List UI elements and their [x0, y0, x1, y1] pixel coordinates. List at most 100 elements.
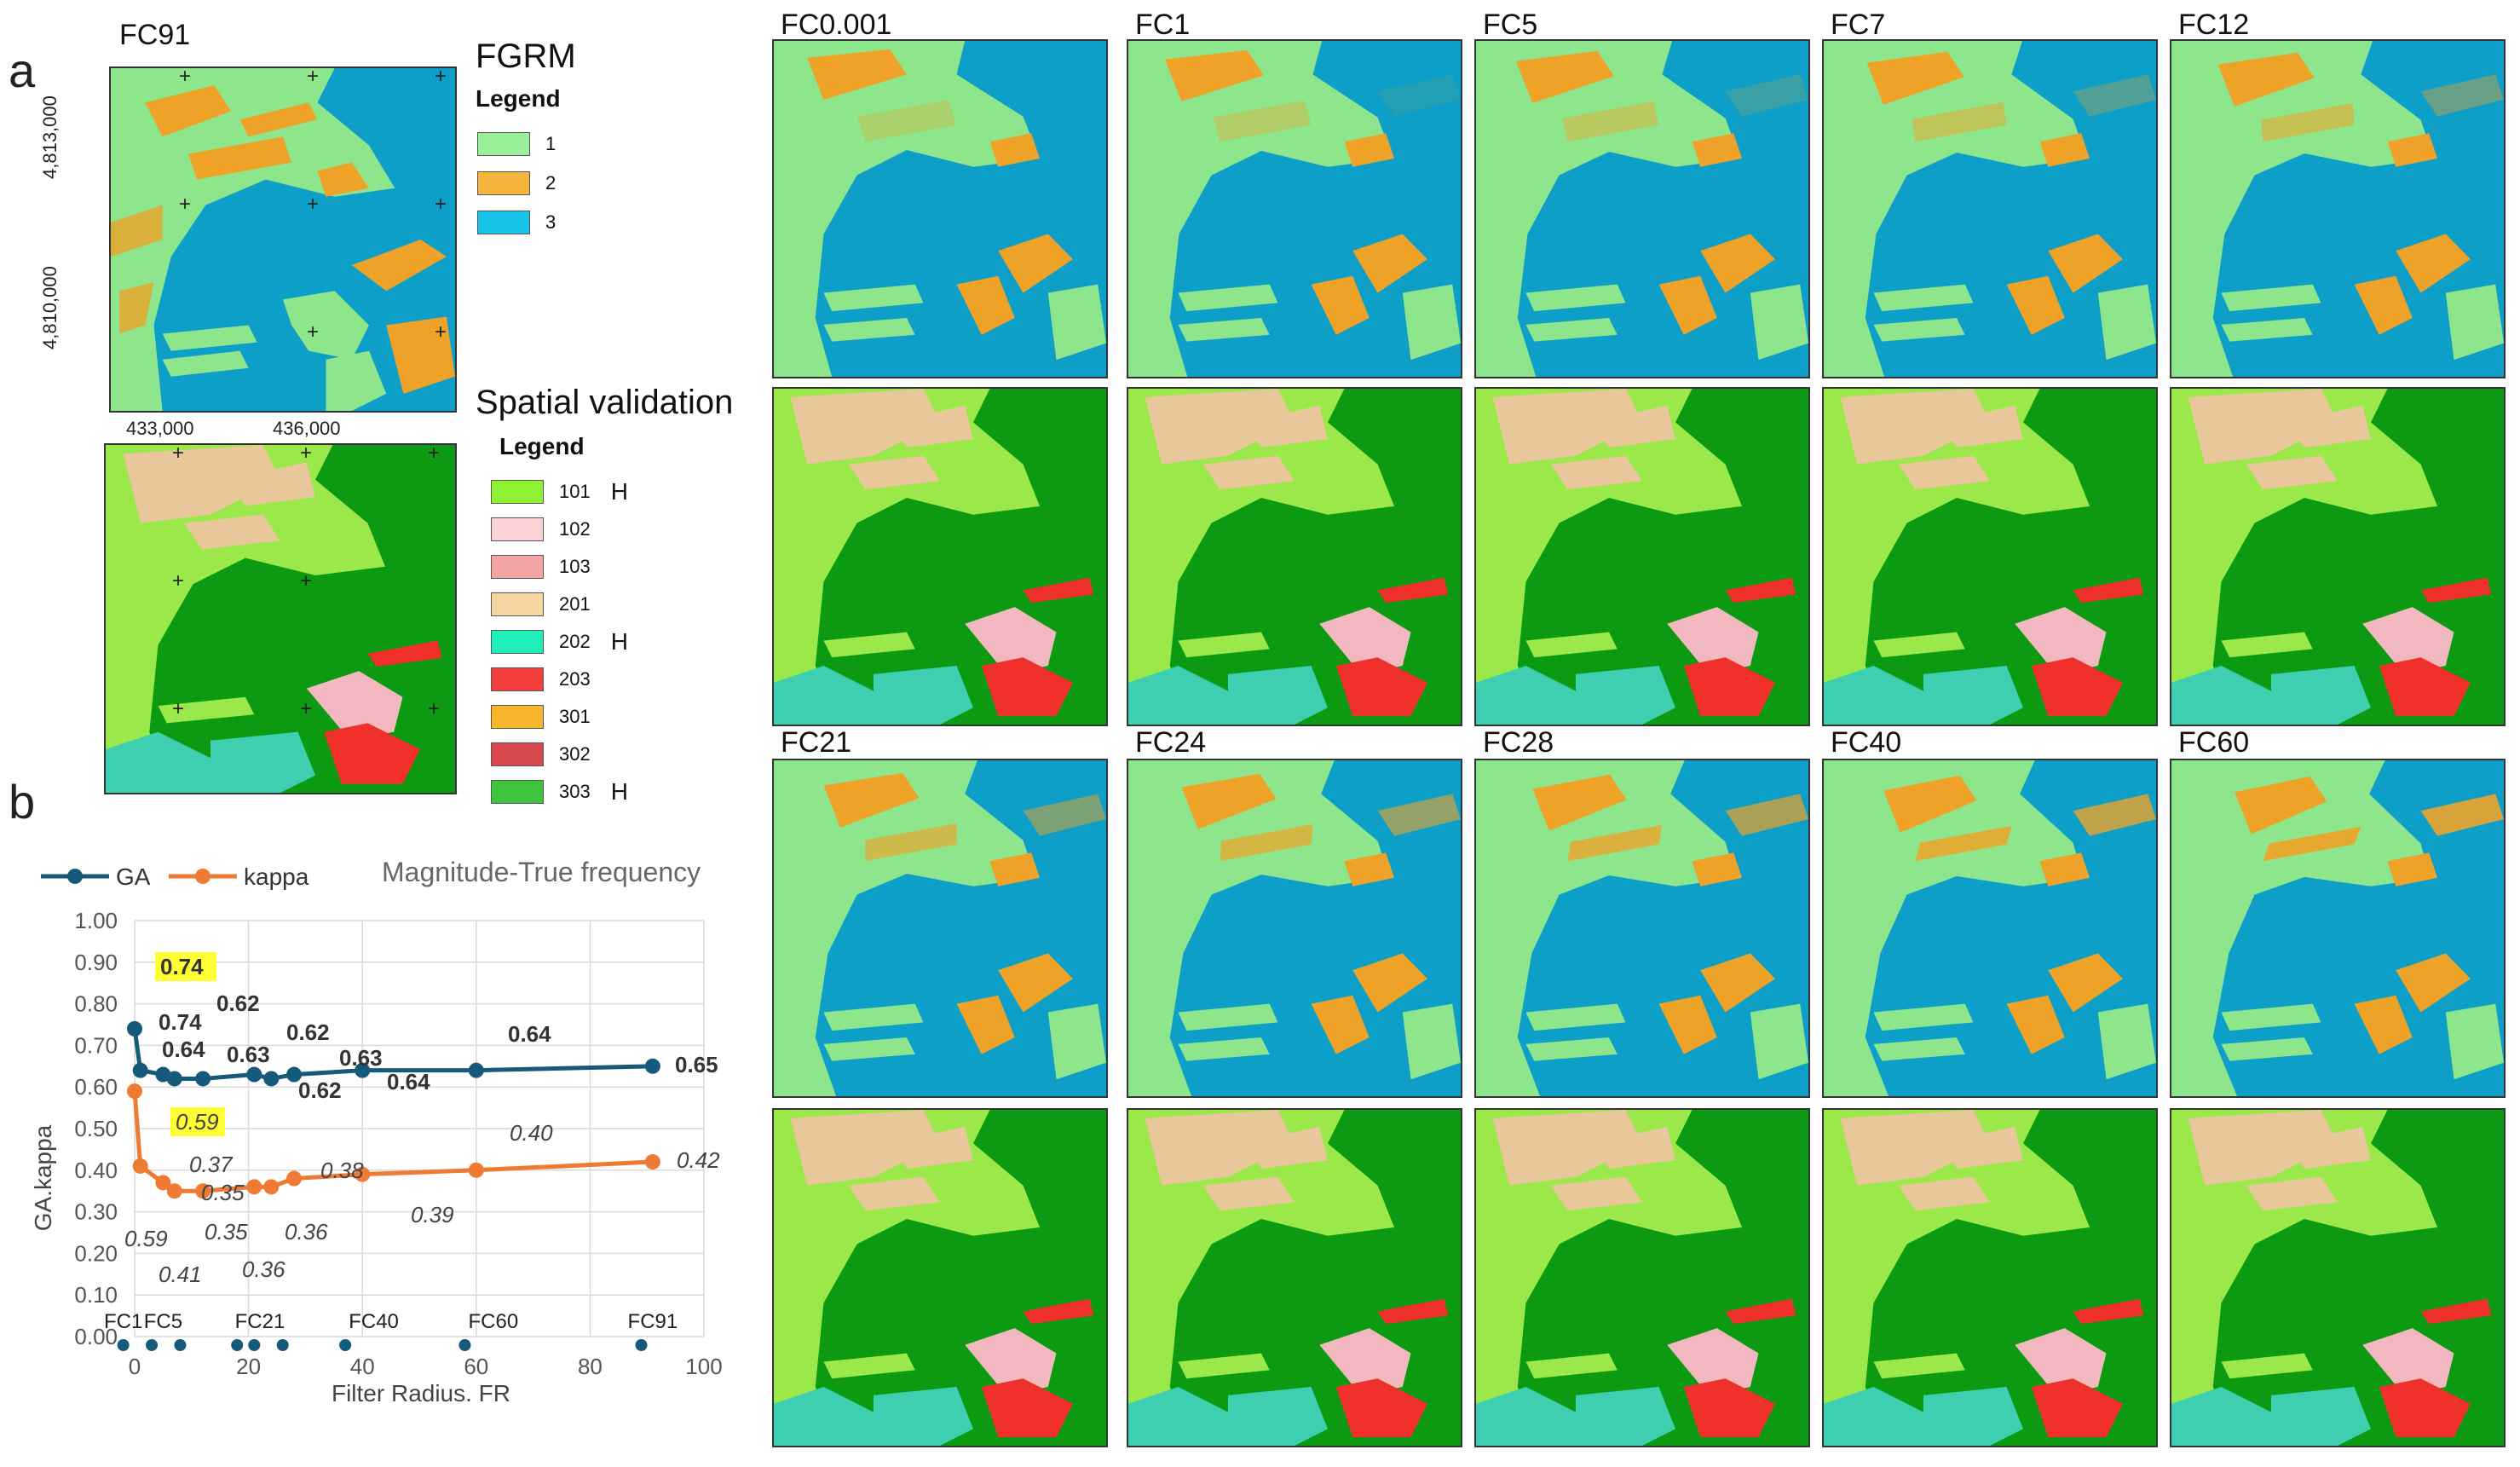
fgrm-map-fc40	[1822, 759, 2158, 1098]
validation-map-fc0-001	[772, 387, 1108, 726]
ga-data-label: 0.64	[387, 1069, 430, 1094]
ga-data-label: 0.62	[286, 1019, 330, 1045]
y-tick-label: 0.40	[74, 1158, 118, 1183]
ga-data-label: 0.63	[227, 1042, 270, 1067]
kappa-data-label: 0.38	[320, 1158, 364, 1183]
validation-legend-swatch	[491, 555, 544, 579]
validation-legend-flag: H	[610, 628, 628, 655]
highlight-box	[170, 1107, 225, 1136]
validation-legend-swatch	[491, 742, 544, 766]
y-tick-label: 0.80	[74, 991, 118, 1017]
validation-legend-item-302: 302	[491, 740, 591, 769]
y-tick-label: 0.00	[74, 1324, 118, 1349]
validation-legend-swatch	[491, 667, 544, 691]
fgrm-legend-title: FGRM	[476, 38, 576, 75]
fgrm-map-fc12	[2170, 39, 2506, 378]
validation-legend-swatch	[491, 705, 544, 729]
chart-title: Magnitude-True frequency	[382, 857, 701, 887]
fc91-title: FC91	[119, 19, 191, 51]
fc-marker-point	[248, 1339, 261, 1351]
y-tick-label: 0.60	[74, 1074, 118, 1100]
data-point-kappa	[644, 1154, 660, 1170]
fc-marker-point	[339, 1339, 352, 1351]
data-point-kappa	[286, 1170, 303, 1187]
ga-data-label: 0.64	[508, 1021, 551, 1047]
x-tick-label: 40	[350, 1354, 375, 1379]
kappa-data-label: 0.59	[176, 1109, 219, 1135]
legend-label-ga: GA	[116, 863, 151, 890]
data-point-ga	[644, 1058, 660, 1074]
fgrm-legend-item-3: 3	[477, 208, 556, 237]
y-tick-label: 0.10	[74, 1282, 118, 1308]
validation-map-fc28	[1474, 1108, 1810, 1447]
chart-legend: GA kappa	[41, 863, 309, 890]
ga-data-label: 0.63	[339, 1045, 383, 1071]
validation-legend-item-102: 102	[491, 515, 591, 544]
y-tick-label: 0.30	[74, 1199, 118, 1225]
fc-marker-point	[146, 1339, 159, 1351]
chart-x-axis-label: Filter Radius. FR	[332, 1380, 510, 1406]
chart-gridlines	[134, 920, 705, 1337]
map-title-fc7: FC7	[1831, 9, 1886, 41]
data-point-ga	[166, 1071, 182, 1087]
map-title-fc40: FC40	[1831, 726, 1902, 759]
fc-marker-label: FC40	[349, 1310, 399, 1333]
fgrm-legend-subtitle: Legend	[476, 85, 561, 112]
fc-marker-label: FC21	[235, 1310, 285, 1333]
fgrm-map-fc7	[1822, 39, 2158, 378]
ga-data-label: 0.64	[162, 1037, 205, 1062]
data-point-kappa	[166, 1183, 182, 1199]
chart-y-ticks: 0.00 0.10 0.20 0.30 0.40 0.50 0.60 0.70 0.80 0.90…	[74, 908, 118, 1349]
fc-marker-point	[458, 1339, 471, 1351]
fc91-validation-map: + + + + + + + +	[104, 443, 457, 794]
fgrm-map-fc24	[1127, 759, 1462, 1098]
validation-legend-label: 103	[559, 556, 591, 577]
validation-map-fc40	[1822, 1108, 2158, 1447]
validation-legend-swatch	[491, 517, 544, 541]
kappa-data-label: 0.35	[205, 1219, 248, 1245]
map-title-fc21: FC21	[781, 726, 852, 759]
validation-map-fc60	[2170, 1108, 2506, 1447]
validation-legend-item-103: 103	[491, 552, 591, 581]
x-tick-label: 0	[129, 1354, 141, 1379]
fgrm-legend-swatch	[477, 211, 530, 234]
chart-series	[127, 1020, 660, 1199]
chart-x-ticks: 0 20 40 60 80 100	[129, 1354, 723, 1379]
fgrm-map-fc28	[1474, 759, 1810, 1098]
ga-data-label: 0.74	[159, 1009, 202, 1035]
legend-label-kappa: kappa	[244, 863, 309, 890]
panel-letter-a: a	[9, 43, 36, 97]
map-title-fc28: FC28	[1483, 726, 1554, 759]
validation-legend-flag: H	[610, 478, 628, 505]
ga-data-label: 0.65	[675, 1052, 718, 1077]
validation-legend-label: 102	[559, 518, 591, 540]
ga-data-label: 0.62	[298, 1077, 342, 1103]
kappa-data-label: 0.41	[159, 1262, 202, 1287]
kappa-data-label: 0.36	[285, 1219, 328, 1245]
fc91-y-tick-2: 4,810,000	[39, 266, 61, 349]
fgrm-map-fc5	[1474, 39, 1810, 378]
legend-marker-kappa	[195, 869, 210, 884]
kappa-data-label: 0.35	[201, 1180, 245, 1205]
kappa-data-label: 0.42	[677, 1147, 720, 1173]
fc-marker-label: FC91	[628, 1310, 678, 1333]
data-point-ga	[127, 1020, 143, 1037]
chart: GA kappa Magnitude-True frequency 0.00 0.1…	[30, 857, 723, 1406]
x-tick-label: 100	[685, 1354, 722, 1379]
data-point-kappa	[263, 1179, 280, 1195]
ga-data-label: 0.74	[160, 954, 204, 979]
data-point-ga	[195, 1071, 211, 1087]
legend-marker-ga	[67, 869, 83, 884]
validation-legend-label: 201	[559, 593, 591, 615]
y-tick-label: 0.90	[74, 950, 118, 975]
fgrm-map-fc1	[1127, 39, 1462, 378]
fc91-x-tick-1: 433,000	[126, 418, 194, 439]
y-tick-label: 0.70	[74, 1032, 118, 1058]
highlight-box	[155, 952, 216, 981]
validation-map-fc7	[1822, 387, 2158, 726]
fgrm-legend-item-1: 1	[477, 130, 556, 159]
chart-data-labels: 0.740.740.640.620.630.620.620.630.640.64…	[124, 952, 720, 1287]
validation-legend-label: 203	[559, 668, 591, 690]
fc-marker-point	[231, 1339, 244, 1351]
fc-marker-label: FC60	[468, 1310, 518, 1333]
